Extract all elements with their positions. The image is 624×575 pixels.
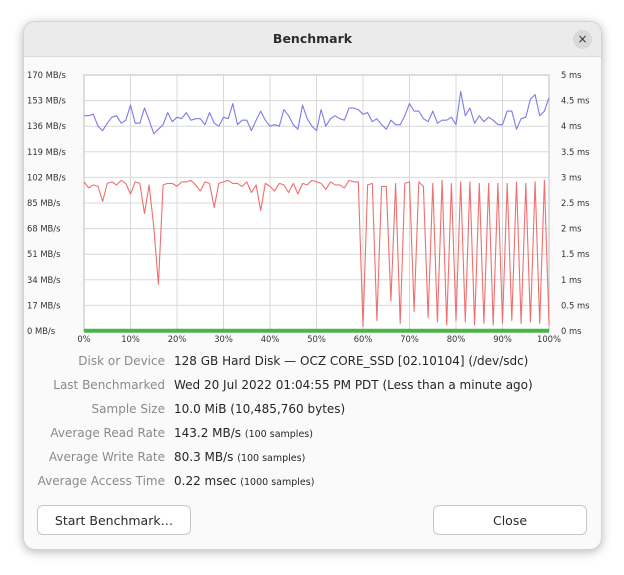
right-tick-label: 3.5 ms bbox=[561, 147, 590, 157]
left-tick-label: 136 MB/s bbox=[27, 121, 66, 131]
title-bar: Benchmark × bbox=[24, 22, 601, 57]
right-axis-ticks: 5 ms 4.5 ms 4 ms 3.5 ms 3 ms 2.5 ms 2 ms 1.5 ms… bbox=[561, 70, 590, 336]
x-tick-label: 40% bbox=[261, 334, 280, 344]
right-tick-label: 2.5 ms bbox=[561, 198, 590, 208]
read-rate-label: Average Read Rate bbox=[50, 426, 165, 440]
read-rate-value: 143.2 MB/s bbox=[174, 426, 242, 440]
x-tick-label: 80% bbox=[447, 334, 466, 344]
disk-value: 128 GB Hard Disk — OCZ CORE_SSD [02.1010… bbox=[174, 354, 529, 368]
left-tick-label: 170 MB/s bbox=[27, 70, 66, 80]
sample-size-label: Sample Size bbox=[91, 402, 165, 416]
dialog-title: Benchmark bbox=[272, 31, 353, 46]
x-tick-label: 0% bbox=[77, 334, 90, 344]
x-tick-label: 30% bbox=[214, 334, 233, 344]
info-row-write-rate: Average Write Rate 80.3 MB/s (100 sample… bbox=[24, 450, 601, 470]
x-tick-label: 20% bbox=[168, 334, 187, 344]
left-tick-label: 68 MB/s bbox=[27, 224, 60, 234]
access-time-value: 0.22 msec bbox=[174, 474, 237, 488]
read-rate-value-group: 143.2 MB/s (100 samples) bbox=[174, 426, 313, 440]
x-axis-ticks: 0% 10% 20% 30% 40% 50% 60% 70% 80% 90% 100% bbox=[77, 334, 561, 344]
left-tick-label: 51 MB/s bbox=[27, 249, 60, 259]
left-tick-label: 0 MB/s bbox=[27, 326, 55, 336]
x-tick-label: 50% bbox=[307, 334, 326, 344]
chart-series bbox=[83, 91, 550, 333]
left-tick-label: 17 MB/s bbox=[27, 300, 60, 310]
access-time-label: Average Access Time bbox=[37, 474, 165, 488]
left-axis-ticks: 170 MB/s 153 MB/s 136 MB/s 119 MB/s 102 MB/s… bbox=[27, 70, 66, 336]
benchmark-chart: 170 MB/s 153 MB/s 136 MB/s 119 MB/s 102 MB/s… bbox=[27, 70, 590, 344]
access-time-note: (1000 samples) bbox=[240, 477, 315, 488]
close-button[interactable]: Close bbox=[433, 505, 587, 535]
left-tick-label: 102 MB/s bbox=[27, 172, 66, 182]
right-tick-label: 0.5 ms bbox=[561, 300, 590, 310]
x-tick-label: 10% bbox=[121, 334, 140, 344]
x-tick-label: 90% bbox=[493, 334, 512, 344]
left-tick-label: 34 MB/s bbox=[27, 275, 60, 285]
benchmark-dialog: Benchmark × 170 MB/s 153 MB/s 136 MB/s 119 … bbox=[23, 21, 602, 550]
left-tick-label: 119 MB/s bbox=[27, 147, 66, 157]
right-tick-label: 0 ms bbox=[561, 326, 582, 336]
sample-size-value: 10.0 MiB (10,485,760 bytes) bbox=[174, 402, 346, 416]
write-rate-note: (100 samples) bbox=[237, 453, 306, 464]
right-tick-label: 1.5 ms bbox=[561, 249, 590, 259]
info-row-disk: Disk or Device 128 GB Hard Disk — OCZ CO… bbox=[24, 354, 601, 374]
x-tick-label: 100% bbox=[537, 334, 561, 344]
last-benchmarked-value: Wed 20 Jul 2022 01:04:55 PM PDT (Less th… bbox=[174, 378, 533, 392]
right-tick-label: 4 ms bbox=[561, 121, 582, 131]
disk-label: Disk or Device bbox=[78, 354, 165, 368]
read-rate-note: (100 samples) bbox=[244, 429, 313, 440]
write-rate-value: 80.3 MB/s bbox=[174, 450, 234, 464]
left-tick-label: 153 MB/s bbox=[27, 96, 66, 106]
write-rate-value-group: 80.3 MB/s (100 samples) bbox=[174, 450, 305, 464]
left-tick-label: 85 MB/s bbox=[27, 198, 60, 208]
right-tick-label: 4.5 ms bbox=[561, 96, 590, 106]
last-benchmarked-label: Last Benchmarked bbox=[53, 378, 165, 392]
start-benchmark-button[interactable]: Start Benchmark… bbox=[37, 505, 191, 535]
x-tick-label: 60% bbox=[354, 334, 373, 344]
access-time-value-group: 0.22 msec (1000 samples) bbox=[174, 474, 314, 488]
right-tick-label: 5 ms bbox=[561, 70, 582, 80]
write-rate-label: Average Write Rate bbox=[48, 450, 165, 464]
info-row-access-time: Average Access Time 0.22 msec (1000 samp… bbox=[24, 474, 601, 494]
info-row-last-benchmarked: Last Benchmarked Wed 20 Jul 2022 01:04:5… bbox=[24, 378, 601, 398]
info-row-sample-size: Sample Size 10.0 MiB (10,485,760 bytes) bbox=[24, 402, 601, 422]
close-icon[interactable]: × bbox=[573, 30, 592, 49]
chart-grid bbox=[83, 74, 550, 332]
right-tick-label: 2 ms bbox=[561, 224, 582, 234]
write-rate-series-line bbox=[83, 179, 550, 328]
info-row-read-rate: Average Read Rate 143.2 MB/s (100 sample… bbox=[24, 426, 601, 446]
x-tick-label: 70% bbox=[400, 334, 419, 344]
right-tick-label: 3 ms bbox=[561, 172, 582, 182]
right-tick-label: 1 ms bbox=[561, 275, 582, 285]
read-rate-series-line bbox=[84, 91, 550, 135]
